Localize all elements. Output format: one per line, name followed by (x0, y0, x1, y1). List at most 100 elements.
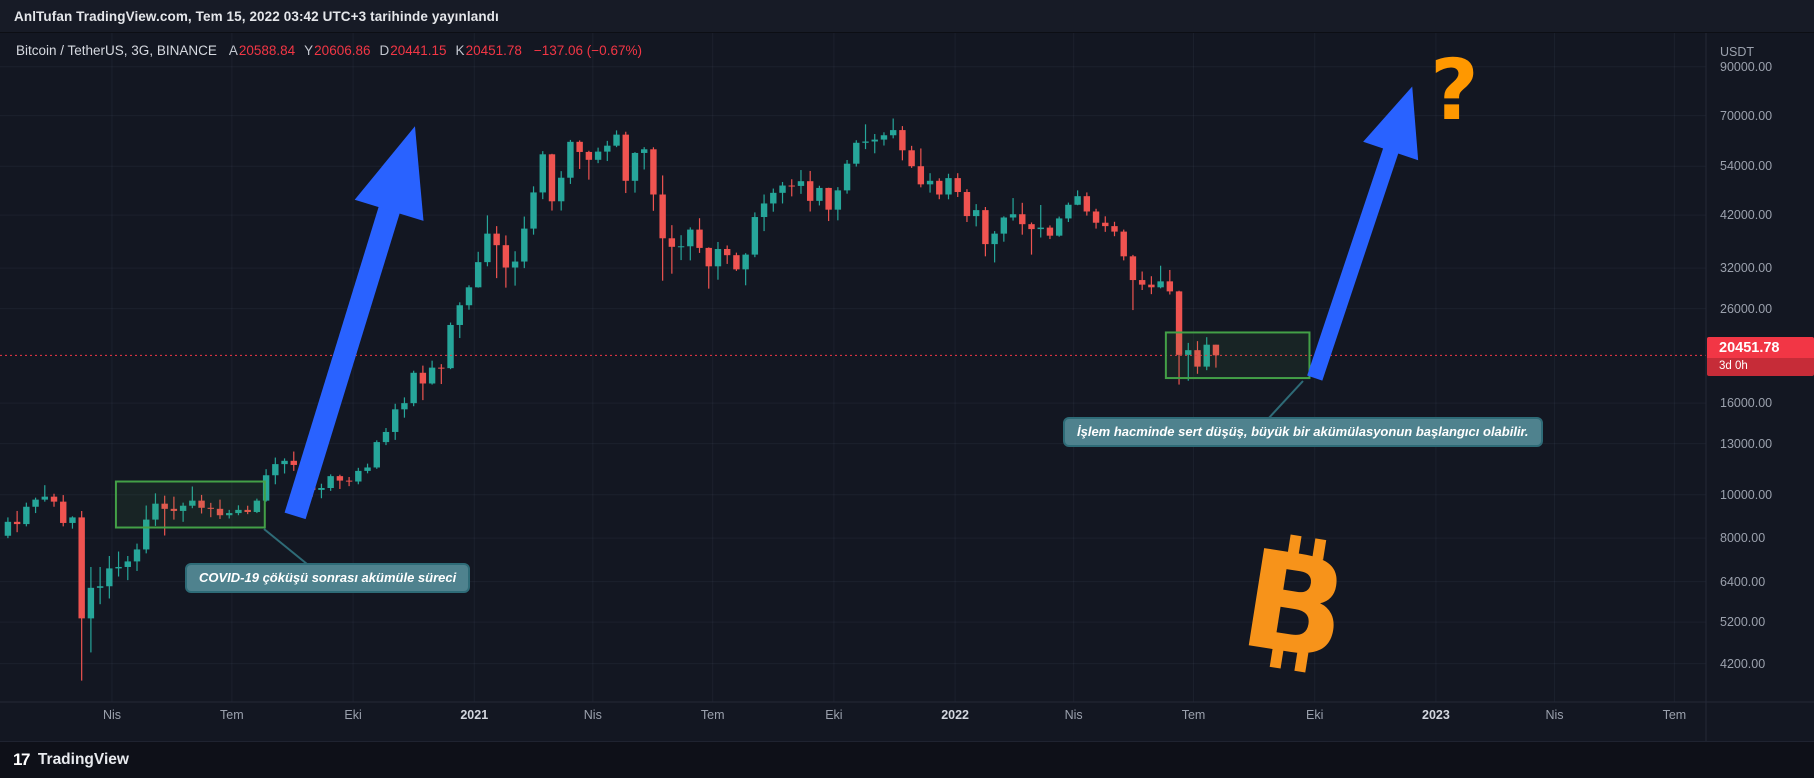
candle (447, 322, 454, 370)
candle (189, 486, 196, 509)
candle (1009, 198, 1017, 221)
candle (1111, 221, 1118, 237)
candle (143, 505, 150, 554)
candle (428, 360, 436, 385)
candle (272, 457, 279, 485)
bar-countdown: 3d 0h (1707, 358, 1814, 377)
ohlc-A: A20588.84 (228, 43, 296, 58)
ohlc-values: A20588.84 Y20606.86 D20441.15 K20451.78 (229, 43, 522, 58)
candle (392, 403, 399, 440)
candle (502, 235, 510, 288)
candle (548, 153, 556, 211)
candle (1019, 202, 1026, 235)
candle (262, 469, 270, 502)
candle (687, 227, 694, 261)
candle (558, 171, 565, 211)
callout-volume-accumulation[interactable]: İşlem hacminde sert düşüş, büyük bir akü… (1063, 417, 1543, 447)
candle (668, 225, 676, 274)
candle (1175, 290, 1183, 385)
ohlc-D: D20441.15 (379, 43, 447, 58)
candle (1028, 222, 1035, 255)
candle (705, 247, 712, 289)
current-price-badge: 20451.78 3d 0h (1707, 337, 1814, 377)
candle (788, 179, 795, 197)
candle (226, 509, 233, 519)
candle (152, 493, 159, 526)
candle (871, 134, 878, 154)
question-mark-annotation[interactable]: ? (1430, 41, 1479, 139)
candle (161, 495, 168, 536)
callout-covid-accumulation[interactable]: COVID-19 çöküşü sonrası akümüle süreci (185, 563, 471, 593)
candle (511, 251, 519, 286)
candle (521, 216, 528, 269)
candle (493, 226, 500, 279)
candle (806, 170, 814, 212)
candle (1157, 265, 1164, 289)
candle (539, 151, 546, 200)
candle (124, 556, 131, 581)
candle (1046, 225, 1054, 240)
candle (382, 428, 390, 446)
candle (216, 499, 224, 519)
candle (364, 463, 371, 474)
candle (1185, 342, 1192, 381)
candle (1074, 190, 1081, 206)
candle (96, 566, 104, 605)
candle (401, 397, 408, 418)
candle (1055, 216, 1063, 237)
accumulation-box-1[interactable] (114, 480, 266, 529)
publish-header: AnlTufan TradingView.com, Tem 15, 2022 0… (0, 0, 1814, 33)
candle (899, 126, 906, 161)
candle (816, 185, 823, 206)
candle (567, 139, 574, 184)
candle (659, 175, 666, 281)
bitcoin-logo[interactable]: B (1232, 520, 1358, 691)
trend-arrow-2[interactable] (1307, 86, 1419, 381)
candle (604, 140, 611, 162)
candle (640, 147, 648, 170)
candle (585, 150, 593, 180)
candle (696, 218, 703, 253)
tradingview-logo-icon[interactable]: 17 (13, 750, 30, 769)
trend-arrow-1[interactable] (284, 126, 424, 520)
ohlc-Y: Y20606.86 (304, 43, 371, 58)
candle (1120, 229, 1127, 261)
candle (456, 302, 463, 339)
candle (1102, 216, 1109, 232)
candle (677, 235, 685, 261)
candle (991, 231, 998, 263)
candle (576, 140, 583, 169)
accumulation-box-2[interactable] (1164, 331, 1311, 380)
candle (733, 252, 740, 271)
candle (1037, 204, 1044, 238)
candle (290, 451, 297, 471)
candle (1065, 202, 1072, 223)
candle (1129, 254, 1137, 311)
candle (50, 493, 58, 507)
candle (281, 458, 288, 474)
candle (327, 474, 334, 491)
candle (963, 189, 971, 223)
candle (770, 188, 777, 212)
candle (1212, 344, 1220, 368)
price-axis-currency: USDT (1720, 45, 1755, 59)
candle (106, 556, 113, 599)
tradingview-brand-link[interactable]: TradingView (37, 751, 129, 768)
candle (853, 140, 860, 167)
candlestick-series (4, 118, 1220, 681)
candle (345, 477, 353, 487)
candle (355, 467, 362, 485)
candle (880, 132, 888, 146)
candle (714, 241, 722, 280)
candle (779, 181, 786, 204)
candle (484, 215, 491, 267)
candle (336, 474, 344, 489)
footer-bar: 17 TradingView (0, 741, 1814, 778)
candle (1148, 276, 1155, 295)
current-price-value: 20451.78 (1719, 340, 1780, 357)
candle (530, 186, 537, 235)
candle (1166, 269, 1174, 295)
candle (825, 187, 832, 222)
